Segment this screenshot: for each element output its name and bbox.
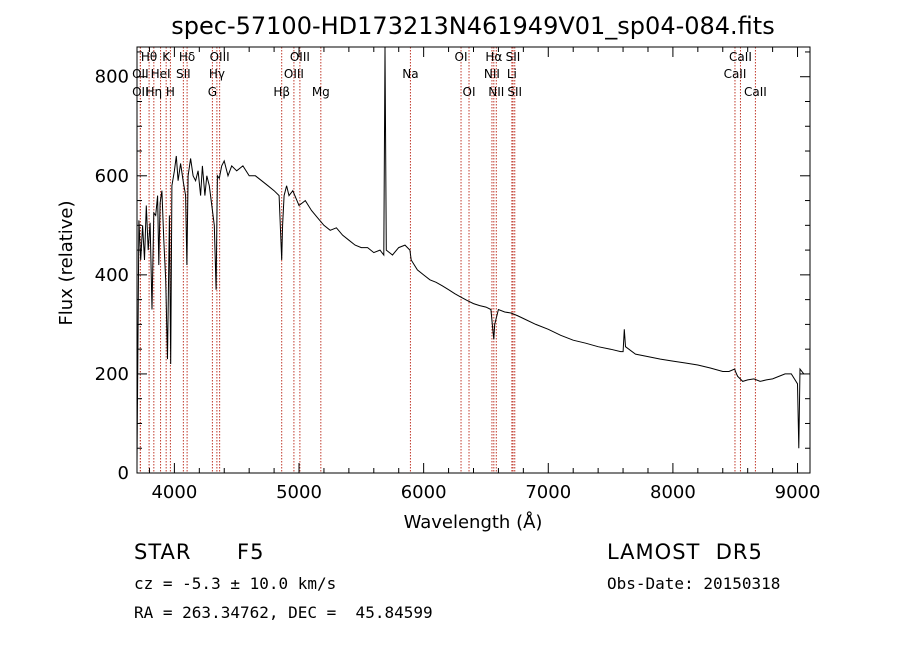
x-tick-label: 4000 (151, 482, 197, 503)
line-marker-label: OIII (210, 50, 230, 64)
line-marker-label: OIII (290, 50, 310, 64)
line-marker-label: OII (132, 67, 149, 81)
line-marker-label: CaII (729, 50, 752, 64)
y-axis-label: Flux (relative) (56, 200, 77, 325)
x-axis-ticks: 4000 5000 6000 7000 8000 9000 (148, 47, 821, 503)
line-marker-label: OIII (284, 67, 304, 81)
line-marker-label: Hθ (141, 50, 157, 64)
line-marker-label: SII (506, 50, 521, 64)
y-tick-label: 200 (95, 364, 129, 385)
line-marker-label: G (208, 85, 217, 99)
line-marker-label: OI (455, 50, 468, 64)
line-marker-label: OII (132, 85, 149, 99)
obs-date: Obs-Date: 20150318 (607, 574, 781, 593)
object-class: STAR (134, 540, 192, 564)
plot-frame (136, 46, 811, 474)
line-marker-label: Hβ (273, 85, 290, 99)
line-marker-label: Na (402, 67, 418, 81)
line-marker-label: NII (488, 85, 504, 99)
line-marker-label: Hδ (179, 50, 195, 64)
line-marker-label: SII (507, 85, 522, 99)
line-marker-label: K (162, 50, 171, 64)
y-tick-label: 400 (95, 265, 129, 286)
line-marker-label: Hη (146, 85, 163, 99)
y-tick-label: 800 (95, 67, 129, 88)
line-marker-label: Hγ (209, 67, 225, 81)
x-axis-label: Wavelength (Å) (404, 511, 543, 533)
y-tick-label: 0 (118, 463, 129, 484)
spectrum-line (136, 46, 805, 464)
x-tick-label: 7000 (525, 482, 571, 503)
x-tick-label: 9000 (775, 482, 821, 503)
y-axis-ticks: 0 200 400 600 800 (95, 51, 810, 484)
line-marker-label: Mg (312, 85, 330, 99)
line-marker-label: HeI (151, 67, 171, 81)
emission-line-markers (139, 47, 756, 473)
line-marker-label: CaII (724, 67, 747, 81)
line-marker-label: NII (484, 67, 500, 81)
line-marker-label: Li (507, 67, 517, 81)
x-tick-label: 8000 (650, 482, 696, 503)
chart-title: spec-57100-HD173213N461949V01_sp04-084.f… (171, 12, 774, 40)
line-marker-label: Hα (485, 50, 502, 64)
x-tick-label: 6000 (401, 482, 447, 503)
survey-label: LAMOST DR5 (607, 540, 763, 564)
redshift-readout: cz = -5.3 ± 10.0 km/s (134, 574, 337, 593)
x-tick-label: 5000 (276, 482, 322, 503)
line-marker-label: SII (176, 67, 191, 81)
coordinates: RA = 263.34762, DEC = 45.84599 (134, 603, 433, 622)
line-marker-label: OI (463, 85, 476, 99)
subclass: F5 (237, 540, 265, 564)
line-marker-label: CaII (744, 85, 767, 99)
y-tick-label: 600 (95, 166, 129, 187)
line-marker-label: H (166, 85, 175, 99)
